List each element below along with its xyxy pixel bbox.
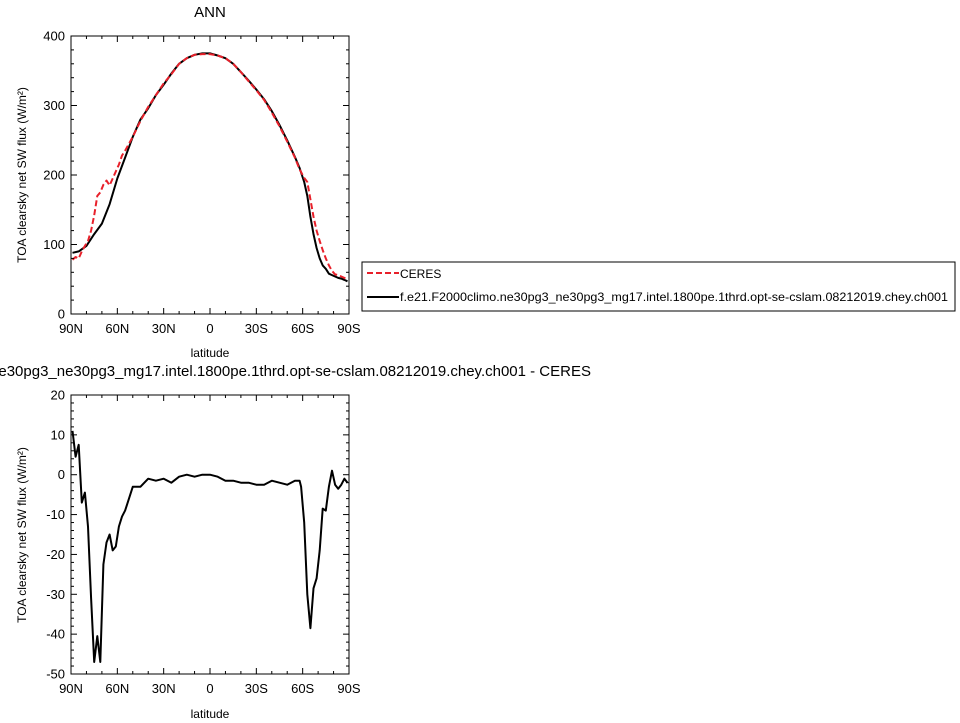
top-plot-y-tick-label: 200 — [43, 168, 65, 183]
bottom-plot-x-tick-label: 30N — [152, 681, 176, 696]
top-plot-x-tick-label: 60N — [105, 321, 129, 336]
bottom-plot-y-tick-label: -50 — [46, 667, 65, 682]
top-plot-x-tick-label: 30S — [245, 321, 268, 336]
top-plot-y-tick-label: 100 — [43, 237, 65, 252]
bottom-plot-title-text: f.e21.F2000climo.ne30pg3_ne30pg3_mg17.in… — [0, 363, 591, 380]
bottom-plot-title: f.e21.F2000climo.ne30pg3_ne30pg3_mg17.in… — [0, 363, 591, 380]
top-plot-x-tick-label: 30N — [152, 321, 176, 336]
top-plot-y-tick-label: 300 — [43, 98, 65, 113]
bottom-plot-x-tick-label: 0 — [206, 681, 213, 696]
top-plot-y-axis-title-text: TOA clearsky net SW flux (W/m²) — [15, 87, 29, 263]
bottom-plot-y-axis-title-text: TOA clearsky net SW flux (W/m²) — [15, 447, 29, 623]
top-plot-x-tick-label: 90N — [59, 321, 83, 336]
top-plot-frame — [70, 35, 350, 315]
top-plot-series-line-1 — [72, 52, 348, 283]
top-plot: ANN 90N 60N 30N 0 30S 60S 90S 0 100 200 300 400 lat… — [15, 4, 361, 360]
top-plot-y-axis-title: TOA clearsky net SW flux (W/m²) — [15, 87, 29, 263]
legend-label-ceres: CERES — [400, 267, 441, 281]
bottom-plot-x-tick-label: 90N — [59, 681, 83, 696]
bottom-plot-y-tick-label: 0 — [58, 467, 65, 482]
top-plot-title: ANN — [194, 4, 226, 21]
bottom-plot-x-tick-label: 30S — [245, 681, 268, 696]
bottom-plot-y-tick-label: 10 — [51, 427, 65, 442]
top-plot-x-tick-label: 0 — [206, 321, 213, 336]
top-plot-y-tick-label: 400 — [43, 29, 65, 44]
bottom-plot-y-tick-label: 20 — [51, 388, 65, 403]
bottom-plot-y-tick-label: -40 — [46, 627, 65, 642]
bottom-plot-series-line-0 — [71, 430, 349, 663]
bottom-plot-y-tick-label: -20 — [46, 547, 65, 562]
bottom-plot-x-axis-title: latitude — [191, 707, 230, 721]
bottom-plot-x-tick-label: 60N — [105, 681, 129, 696]
legend-label-model: f.e21.F2000climo.ne30pg3_ne30pg3_mg17.in… — [400, 290, 948, 304]
bottom-plot-x-tick-label: 90S — [337, 681, 360, 696]
bottom-plot-x-tick-label: 60S — [291, 681, 314, 696]
bottom-plot-y-tick-label: -10 — [46, 507, 65, 522]
bottom-plot-y-tick-label: -30 — [46, 587, 65, 602]
legend: CERES f.e21.F2000climo.ne30pg3_ne30pg3_m… — [361, 261, 956, 312]
top-plot-series-line-0 — [71, 53, 349, 281]
bottom-plot: f.e21.F2000climo.ne30pg3_ne30pg3_mg17.in… — [0, 363, 591, 721]
top-plot-x-tick-label: 60S — [291, 321, 314, 336]
bottom-plot-frame — [70, 394, 350, 675]
bottom-plot-y-axis-title: TOA clearsky net SW flux (W/m²) — [15, 447, 29, 623]
top-plot-x-tick-label: 90S — [337, 321, 360, 336]
top-plot-x-axis-title: latitude — [191, 346, 230, 360]
top-plot-y-tick-label: 0 — [58, 307, 65, 322]
legend-box — [361, 261, 956, 312]
